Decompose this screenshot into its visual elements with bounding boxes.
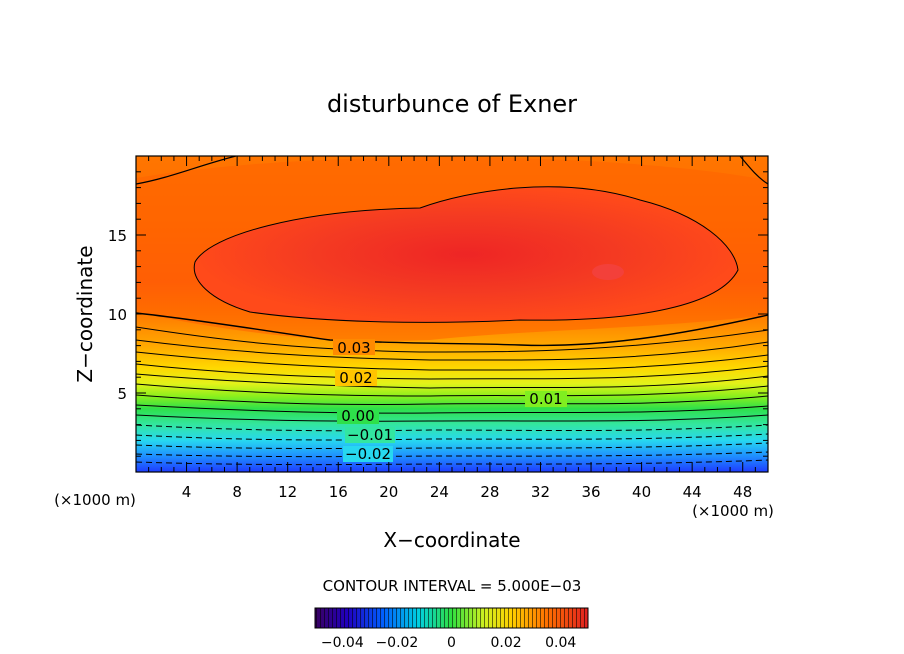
x-unit-label: (×1000 m) bbox=[692, 502, 774, 520]
contour-label: −0.02 bbox=[345, 445, 391, 463]
colorbar-tick-label: 0.02 bbox=[491, 635, 522, 651]
contour-label: 0.03 bbox=[337, 339, 370, 357]
x-tick-label: 44 bbox=[683, 483, 702, 501]
core-band-inner bbox=[194, 186, 738, 323]
x-tick-label: 24 bbox=[430, 483, 449, 501]
x-tick-label: 48 bbox=[733, 483, 752, 501]
y-tick-label: 5 bbox=[117, 385, 127, 403]
plot-area: 0.03 0.02 0.01 0.00 −0.01 −0.02 bbox=[136, 156, 768, 472]
colorbar-frame bbox=[314, 607, 589, 629]
y-axis: 5 10 15 bbox=[108, 155, 768, 473]
colorbar-tick-label: 0 bbox=[447, 635, 456, 651]
x-tick-label: 16 bbox=[329, 483, 348, 501]
x-tick-label: 12 bbox=[278, 483, 297, 501]
core-max bbox=[592, 264, 624, 280]
x-tick-label: 40 bbox=[632, 483, 651, 501]
x-tick-label: 36 bbox=[581, 483, 600, 501]
contour-label: 0.02 bbox=[339, 369, 372, 387]
x-tick-label: 28 bbox=[480, 483, 499, 501]
contour-label: −0.01 bbox=[347, 426, 393, 444]
contour-lines bbox=[136, 156, 768, 466]
chart-title: disturbunce of Exner bbox=[327, 90, 577, 118]
x-tick-label: 20 bbox=[379, 483, 398, 501]
x-tick-label: 4 bbox=[182, 483, 192, 501]
colorbar-tick-label: −0.02 bbox=[375, 635, 418, 651]
x-axis-title: X−coordinate bbox=[383, 528, 520, 552]
colorbar-tick-label: −0.04 bbox=[321, 635, 364, 651]
x-axis: 4 8 12 16 20 24 28 32 36 40 44 48 bbox=[135, 156, 769, 501]
contour-label-group: 0.03 0.02 0.01 0.00 −0.01 −0.02 bbox=[333, 339, 567, 463]
y-tick-label: 10 bbox=[108, 306, 127, 324]
contour-label: 0.01 bbox=[529, 390, 562, 408]
colorbar-bands bbox=[315, 608, 588, 628]
y-tick-label: 15 bbox=[108, 227, 127, 245]
x-tick-label: 8 bbox=[232, 483, 242, 501]
contour-interval-label: CONTOUR INTERVAL = 5.000E−03 bbox=[323, 577, 582, 595]
y-axis-title: Z−coordinate bbox=[73, 245, 97, 382]
colorbar-ticks: −0.04 −0.02 0 0.02 0.04 bbox=[321, 635, 577, 651]
x-tick-label: 32 bbox=[531, 483, 550, 501]
colorbar-tick-label: 0.04 bbox=[545, 635, 576, 651]
contour-label: 0.00 bbox=[341, 407, 374, 425]
y-unit-label: (×1000 m) bbox=[54, 491, 136, 509]
colorbar: −0.04 −0.02 0 0.02 0.04 bbox=[314, 607, 589, 651]
